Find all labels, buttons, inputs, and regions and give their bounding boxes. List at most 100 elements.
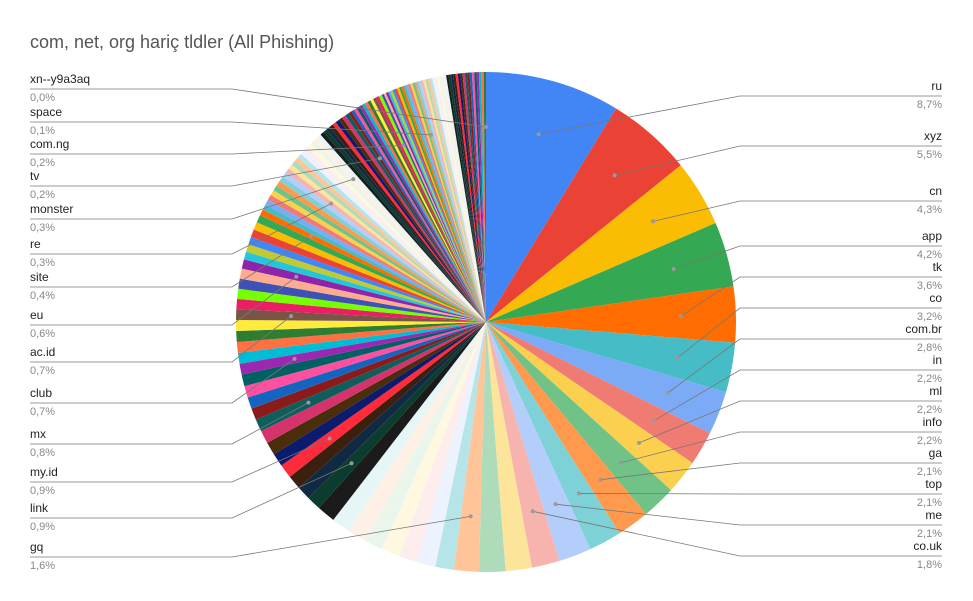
pie-slice [348, 322, 486, 541]
pie-slice [261, 322, 486, 443]
slice-value-label: 2,1% [917, 497, 942, 509]
pie-slice [427, 78, 486, 322]
leader-line [532, 510, 942, 557]
pie-slice [448, 74, 486, 322]
slice-value-label: 0,2% [30, 189, 55, 201]
slice-value-label: 2,2% [917, 404, 942, 416]
leader-line [600, 462, 942, 481]
leader-dot [294, 274, 299, 279]
slice-label: site [30, 270, 49, 284]
pie-slice [294, 157, 486, 322]
leader-line [30, 402, 309, 445]
slice-value-label: 2,8% [917, 342, 942, 354]
slice-label: co.uk [913, 539, 943, 553]
pie-slice [239, 268, 486, 322]
pie-slice [381, 322, 486, 557]
slice-label: club [30, 386, 52, 400]
pie-slice [403, 85, 486, 322]
pie-slice [273, 322, 486, 466]
pie-slice [335, 119, 486, 322]
slice-value-label: 0,4% [30, 290, 55, 302]
slice-value-label: 4,3% [917, 204, 942, 216]
pie-slice [329, 124, 486, 323]
leader-dot [637, 440, 642, 445]
slice-value-label: 0,9% [30, 485, 55, 497]
pie-slice [446, 74, 486, 322]
pie-slice [304, 147, 486, 322]
pie-slice [443, 75, 486, 322]
slice-value-label: 2,2% [917, 435, 942, 447]
slice-label: xn--y9a3aq [30, 72, 90, 86]
pie-slice [236, 309, 486, 322]
pie-slice [418, 80, 486, 323]
slice-value-label: 0,1% [30, 125, 55, 137]
pie-slice [243, 251, 486, 322]
slice-value-label: 0,0% [30, 92, 55, 104]
leader-line [30, 315, 292, 363]
pie-slice [486, 322, 591, 561]
pie-slice [450, 74, 486, 323]
pie-slice [239, 322, 486, 375]
pie-slice [251, 322, 486, 420]
pie-slice [270, 190, 486, 322]
pie-slice [236, 322, 486, 353]
slice-label: mx [30, 427, 46, 441]
pie-slice [265, 199, 486, 322]
pie-slice [478, 322, 506, 572]
slice-label: space [30, 105, 62, 119]
leader-line [30, 358, 295, 404]
pie-slice [483, 72, 486, 322]
pie-slice [307, 143, 486, 322]
leader-line [30, 178, 354, 220]
slice-value-label: 1,6% [30, 560, 55, 572]
pie-slice [486, 222, 734, 322]
pie-slice [314, 137, 486, 322]
pie-slice [256, 215, 486, 322]
pie-slice [281, 322, 486, 477]
slice-label: monster [30, 202, 73, 216]
pie-slice [244, 322, 486, 398]
pie-slice [267, 322, 486, 455]
pie-slice [486, 322, 672, 515]
leader-dot [377, 156, 382, 161]
pie-slice [367, 100, 486, 322]
pie-slice [273, 185, 486, 322]
leader-line [680, 276, 942, 317]
pie-slice [262, 204, 486, 322]
slice-label: co [929, 291, 942, 305]
slice-label: link [30, 501, 49, 515]
pie-slice [348, 111, 486, 322]
pie-slice [423, 79, 486, 322]
slice-label: ac.id [30, 345, 55, 359]
pie-slice [342, 115, 486, 322]
pie-slice [364, 322, 486, 550]
leader-dot [675, 355, 680, 360]
pie-slice [441, 75, 486, 322]
leader-dot [428, 132, 433, 137]
pie-slice [267, 194, 486, 322]
slice-value-label: 2,1% [917, 466, 942, 478]
slice-value-label: 3,6% [917, 280, 942, 292]
pie-slice [276, 181, 486, 322]
pie-slice [241, 259, 486, 322]
pie-slice [385, 91, 486, 322]
leader-dot [651, 219, 656, 224]
leader-dot [308, 234, 313, 239]
pie-slice [326, 126, 486, 322]
pie-slice [429, 77, 486, 322]
slice-label: me [925, 508, 942, 522]
pie-slice [375, 96, 486, 322]
leader-dot [289, 314, 294, 319]
leader-line [30, 121, 431, 136]
pie-slice [333, 322, 486, 531]
pie-slice [308, 322, 486, 508]
slice-value-label: 3,2% [917, 311, 942, 323]
pie-slice [481, 72, 486, 322]
pie-slice [285, 168, 486, 322]
pie-slice [260, 209, 486, 322]
leader-dot [530, 509, 535, 514]
leader-line [677, 307, 942, 358]
leader-dot [678, 314, 683, 319]
pie-slice [457, 73, 486, 322]
